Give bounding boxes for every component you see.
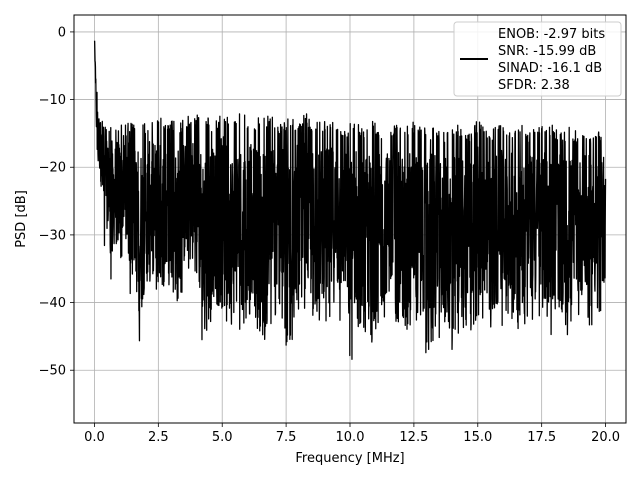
y-tick-label: −10 (39, 93, 66, 108)
y-axis-label: PSD [dB] (14, 190, 29, 248)
y-tick-label: 0 (58, 25, 66, 40)
x-tick-label: 5.0 (212, 430, 233, 445)
y-tick-label: −20 (39, 161, 66, 176)
x-tick-label: 7.5 (276, 430, 297, 445)
psd-series-line (93, 40, 607, 360)
legend-entry-snr: SNR: -15.99 dB (498, 44, 596, 59)
data-layer (93, 40, 607, 360)
x-tick-label: 20.0 (591, 430, 620, 445)
x-axis-label: Frequency [MHz] (295, 451, 404, 466)
x-tick-label: 17.5 (527, 430, 556, 445)
legend-box (453, 21, 622, 97)
y-tick-label: −40 (39, 296, 66, 311)
x-tick-label: 10.0 (336, 430, 365, 445)
x-tick-label: 12.5 (399, 430, 428, 445)
x-tick-label: 15.0 (463, 430, 492, 445)
legend-entry-enob: ENOB: -2.97 bits (498, 27, 605, 42)
y-tick-label: −30 (39, 228, 66, 243)
legend: ENOB: -2.97 bits SNR: -15.99 dB SINAD: -… (453, 21, 622, 97)
legend-entry-sinad: SINAD: -16.1 dB (498, 61, 602, 76)
x-axis-ticks: 0.0 2.5 5.0 7.5 10.0 12.5 15.0 17.5 20.0 (84, 423, 620, 445)
y-axis-ticks: 0 −10 −20 −30 −40 −50 (39, 25, 74, 379)
x-tick-label: 0.0 (84, 430, 105, 445)
x-tick-label: 2.5 (148, 430, 169, 445)
y-tick-label: −50 (39, 364, 66, 379)
legend-entry-sfdr: SFDR: 2.38 (498, 78, 570, 93)
